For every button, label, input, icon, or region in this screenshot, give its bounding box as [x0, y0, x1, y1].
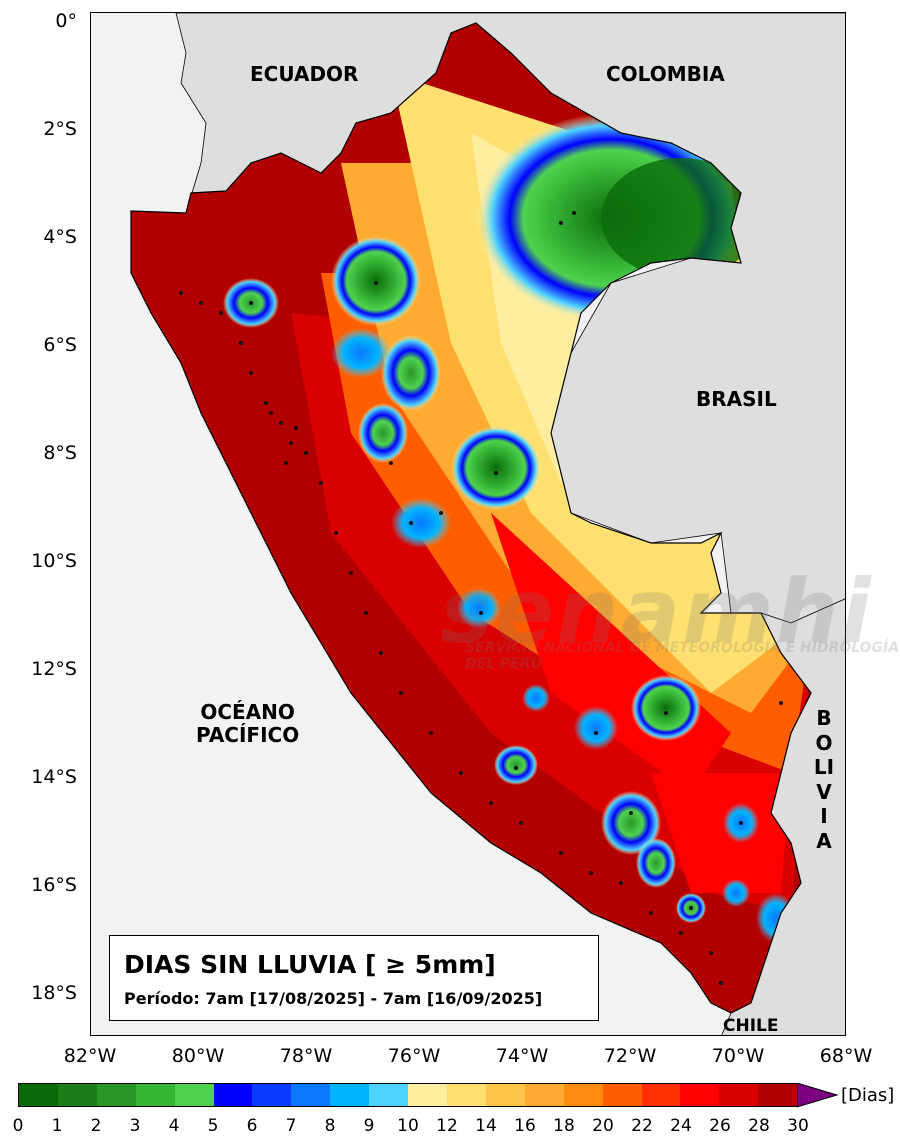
colorbar-tick-label: 5: [207, 1116, 219, 1136]
colorbar-unit: [Dias]: [841, 1085, 895, 1106]
colorbar-tick-label: 4: [168, 1116, 180, 1136]
colorbar-tick-label: 22: [631, 1116, 653, 1136]
lat-tick-16s: 16°S: [31, 874, 77, 896]
colorbar-segment: [680, 1084, 720, 1106]
colorbar-tick-label: 10: [397, 1116, 419, 1136]
colorbar-tick-label: 2: [90, 1116, 102, 1136]
colorbar-tick-label: 9: [363, 1116, 375, 1136]
lon-tick-78w: 78°W: [279, 1045, 333, 1067]
lat-tick-10s: 10°S: [31, 550, 77, 572]
lon-tick-74w: 74°W: [495, 1045, 549, 1067]
colorbar-segment: [96, 1084, 136, 1106]
label-ocean-line2: PACÍFICO: [196, 723, 300, 747]
colorbar-tick-label: 8: [324, 1116, 336, 1136]
label-chile: CHILE: [723, 1016, 779, 1036]
lat-tick-8s: 8°S: [43, 442, 77, 464]
colorbar-segment: [57, 1084, 97, 1106]
colorbar-segment: [252, 1084, 292, 1106]
colorbar-segment: [19, 1084, 58, 1106]
colorbar-segment: [408, 1084, 447, 1106]
lon-tick-80w: 80°W: [171, 1045, 225, 1067]
label-ocean-line1: OCÉANO: [200, 700, 295, 724]
colorbar-tick-label: 30: [787, 1116, 809, 1136]
lat-tick-18s: 18°S: [31, 982, 77, 1004]
colorbar-tick-label: 24: [670, 1116, 692, 1136]
colorbar-segment: [485, 1084, 525, 1106]
colorbar-segment: [446, 1084, 486, 1106]
lon-tick-76w: 76°W: [387, 1045, 441, 1067]
lon-tick-70w: 70°W: [711, 1045, 765, 1067]
colorbar-tick-label: 12: [436, 1116, 458, 1136]
station-dots: [179, 211, 783, 985]
colorbar-segment: [524, 1084, 564, 1106]
colorbar-tick-label: 18: [553, 1116, 575, 1136]
colorbar-tick-label: 3: [129, 1116, 141, 1136]
senamhi-watermark-subtitle: SERVICIO NACIONAL DE METEOROLOGÍA E HIDR…: [465, 640, 900, 672]
colorbar-segment: [213, 1084, 253, 1106]
lat-tick-2s: 2°S: [43, 118, 77, 140]
colorbar-tick-label: 7: [285, 1116, 297, 1136]
colorbar-segment: [563, 1084, 603, 1106]
lat-tick-4s: 4°S: [43, 226, 77, 248]
colorbar-segment: [719, 1084, 759, 1106]
colorbar-tick-label: 0: [12, 1116, 24, 1136]
label-colombia: COLOMBIA: [606, 62, 725, 86]
colorbar-segment: [602, 1084, 642, 1106]
colorbar: [18, 1083, 798, 1107]
lat-tick-12s: 12°S: [31, 658, 77, 680]
colorbar-segment: [369, 1084, 409, 1106]
colorbar-tick-label: 14: [475, 1116, 497, 1136]
lat-tick-6s: 6°S: [43, 334, 77, 356]
map-period: Período: 7am [17/08/2025] - 7am [16/09/2…: [124, 989, 543, 1008]
peru-outline: [130, 22, 812, 1014]
colorbar-tick-label: 20: [592, 1116, 614, 1136]
lon-tick-72w: 72°W: [603, 1045, 657, 1067]
colorbar-segment: [135, 1084, 175, 1106]
lat-tick-14s: 14°S: [31, 766, 77, 788]
label-brasil: BRASIL: [696, 387, 777, 411]
colorbar-tick-label: 6: [246, 1116, 258, 1136]
map-frame: [90, 12, 846, 1036]
label-ecuador: ECUADOR: [250, 62, 359, 86]
map-info-box: DIAS SIN LLUVIA [ ≥ 5mm] Período: 7am [1…: [109, 935, 599, 1021]
map-title: DIAS SIN LLUVIA [ ≥ 5mm]: [124, 950, 496, 979]
colorbar-segment: [291, 1084, 331, 1106]
label-bolivia: BOLIVIA: [813, 706, 835, 853]
colorbar-segment: [641, 1084, 681, 1106]
label-ocean: OCÉANO PACÍFICO: [196, 701, 299, 747]
colorbar-extend-arrow: [797, 1083, 839, 1108]
colorbar-segment: [758, 1084, 798, 1106]
senamhi-watermark: senamhi: [440, 560, 873, 663]
colorbar-tick-label: 28: [748, 1116, 770, 1136]
colorbar-tick-label: 26: [709, 1116, 731, 1136]
peru-map: [130, 13, 845, 1035]
colorbar-segment: [330, 1084, 370, 1106]
colorbar-segment: [174, 1084, 214, 1106]
lat-tick-0: 0°: [55, 10, 77, 32]
lon-tick-82w: 82°W: [63, 1045, 117, 1067]
lon-tick-68w: 68°W: [819, 1045, 873, 1067]
colorbar-tick-label: 16: [514, 1116, 536, 1136]
colorbar-tick-label: 1: [51, 1116, 63, 1136]
